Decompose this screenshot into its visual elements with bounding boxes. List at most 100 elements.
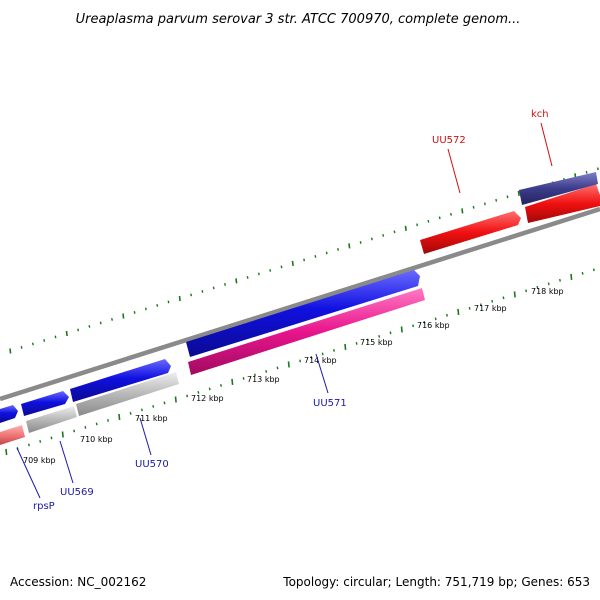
scale-tick (457, 308, 460, 315)
scale-tick (235, 278, 238, 284)
gene-arrow-uu572[interactable] (420, 211, 521, 254)
tick-label-712: 712 kbp (191, 394, 224, 403)
scale-tick (355, 342, 358, 345)
scale-tick (378, 335, 381, 338)
scale-tick (461, 208, 464, 214)
tick-label-710: 710 kbp (80, 435, 113, 444)
inner-tick-row (5, 268, 595, 456)
gene-arrow-uu571-cds[interactable] (186, 270, 420, 357)
scale-tick (186, 394, 189, 398)
scale-tick (291, 260, 294, 266)
scale-tick (167, 300, 170, 304)
scale-tick (133, 311, 136, 314)
scale-tick (276, 366, 279, 370)
leader-rpsP (16, 447, 41, 499)
leader-uu569 (59, 440, 74, 484)
scale-tick (446, 313, 448, 317)
gene-arrow-kch[interactable] (519, 172, 598, 205)
scale-tick (310, 356, 313, 359)
scale-tick (257, 272, 260, 276)
gene-bar-uu571[interactable] (188, 288, 425, 375)
scale-tick (299, 359, 302, 363)
scale-tick (325, 251, 328, 255)
gene-arrow-uu569-cds[interactable] (21, 391, 69, 416)
scale-tick (20, 346, 23, 349)
scale-tick (333, 349, 335, 352)
scale-tick (140, 408, 143, 412)
scale-tick (495, 198, 498, 202)
scale-tick (190, 293, 193, 297)
scale-tick (61, 431, 64, 438)
scale-tick (95, 422, 98, 426)
gene-label-leaders (16, 122, 553, 499)
gene-arrow-uu570-cds[interactable] (70, 359, 171, 402)
tick-label-709: 709 kbp (23, 456, 56, 465)
scale-tick (483, 202, 486, 206)
gene-label-uu569[interactable]: UU569 (60, 487, 94, 498)
scale-tick (366, 338, 369, 342)
scale-tick (5, 448, 8, 456)
tick-label-711: 711 kbp (135, 414, 168, 423)
scale-tick (118, 413, 121, 421)
scale-tick (536, 285, 539, 289)
tick-label-714: 714 kbp (304, 356, 337, 365)
gene-label-rpsP[interactable]: rpsP (33, 501, 55, 512)
gene-arrow-rpsP-cds[interactable] (0, 405, 18, 423)
scale-tick (50, 436, 53, 440)
scale-tick (337, 248, 339, 251)
scale-tick (122, 313, 125, 319)
gene-label-kch[interactable]: kch (531, 109, 549, 120)
tick-label-715: 715 kbp (360, 338, 393, 347)
scale-tick (438, 216, 441, 220)
scale-tick (269, 269, 272, 272)
scale-tick (65, 330, 68, 337)
scale-tick (156, 304, 159, 307)
scale-tick (427, 219, 430, 223)
scale-tick (513, 291, 516, 298)
gene-label-uu570[interactable]: UU570 (135, 459, 169, 470)
scale-tick (416, 223, 419, 227)
scale-tick (348, 243, 351, 249)
scale-tick (596, 167, 599, 171)
gene-bar-uu570[interactable] (76, 372, 179, 416)
scale-tick (559, 278, 561, 282)
leader-uu570 (139, 417, 152, 456)
gene-bar-rpsP[interactable] (0, 425, 25, 445)
gene-bar-uu569[interactable] (26, 406, 77, 433)
scale-tick (321, 352, 324, 356)
scale-tick (517, 190, 520, 196)
genome-summary: Topology: circular; Length: 751,719 bp; … (282, 575, 590, 589)
scale-tick (265, 370, 268, 373)
scale-tick (178, 295, 181, 302)
scale-tick (382, 234, 385, 237)
scale-tick (450, 212, 452, 216)
accession-label: Accession: NC_002162 (10, 575, 146, 589)
scale-tick (393, 230, 396, 234)
scale-tick (570, 273, 573, 280)
tick-label-717: 717 kbp (474, 304, 507, 313)
scale-tick (220, 384, 222, 387)
scale-tick (547, 282, 550, 286)
gene-arrow-kch-red[interactable] (525, 184, 600, 223)
scale-tick (144, 307, 147, 311)
tick-label-713: 713 kbp (247, 375, 280, 384)
scale-tick (73, 429, 76, 433)
scale-tick (287, 361, 290, 368)
scale-tick (468, 306, 471, 310)
scale-tick (242, 377, 245, 380)
scale-tick (152, 405, 155, 408)
scale-tick (525, 289, 528, 293)
scale-tick (88, 325, 91, 328)
scale-tick (197, 391, 200, 394)
scale-tick (581, 271, 584, 275)
scale-tick (502, 296, 505, 300)
scale-tick (129, 412, 132, 415)
scale-tick (246, 276, 249, 279)
gene-label-uu571[interactable]: UU571 (313, 398, 347, 409)
scale-tick (99, 321, 102, 325)
scale-tick (212, 286, 215, 290)
leader-uu571 (315, 353, 329, 394)
gene-label-uu572[interactable]: UU572 (432, 135, 466, 146)
scale-tick (592, 268, 595, 272)
